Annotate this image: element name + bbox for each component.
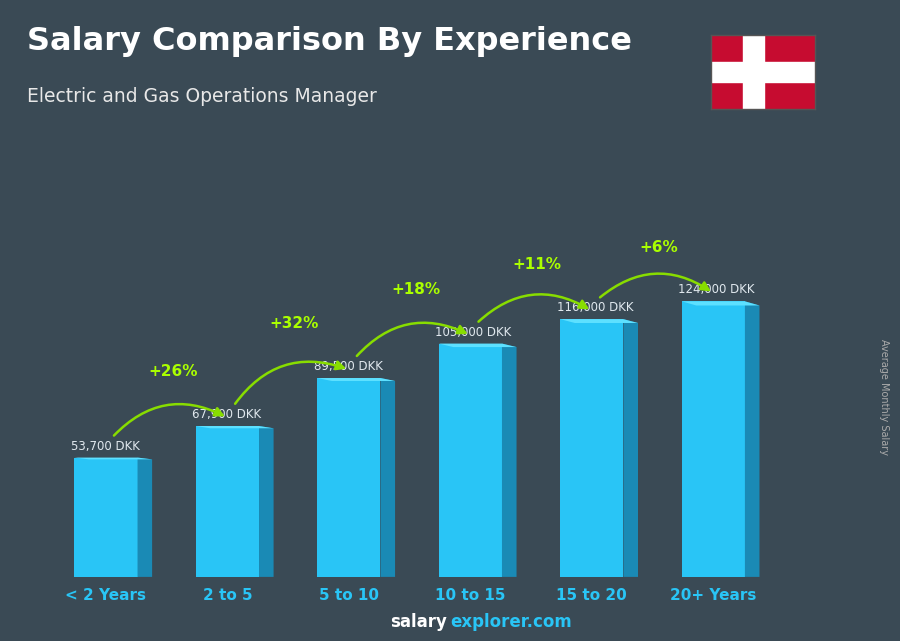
Text: 67,900 DKK: 67,900 DKK (193, 408, 261, 421)
Text: +6%: +6% (639, 240, 678, 254)
Polygon shape (561, 319, 638, 323)
Bar (196, 426, 259, 577)
Text: +18%: +18% (392, 282, 440, 297)
Polygon shape (318, 378, 395, 381)
Text: +32%: +32% (270, 317, 319, 331)
Text: 105,000 DKK: 105,000 DKK (435, 326, 511, 338)
Polygon shape (381, 378, 395, 577)
Bar (681, 301, 745, 577)
Bar (743, 35, 764, 109)
Text: 89,500 DKK: 89,500 DKK (314, 360, 382, 373)
Text: 116,000 DKK: 116,000 DKK (556, 301, 633, 314)
Text: +11%: +11% (513, 258, 562, 272)
Bar (439, 344, 502, 577)
Bar (561, 319, 624, 577)
Bar (318, 378, 381, 577)
Polygon shape (624, 319, 638, 577)
Text: 124,000 DKK: 124,000 DKK (678, 283, 754, 296)
Text: Salary Comparison By Experience: Salary Comparison By Experience (27, 26, 632, 56)
Bar (75, 458, 138, 577)
FancyArrowPatch shape (235, 362, 344, 404)
Polygon shape (439, 344, 517, 347)
Polygon shape (681, 301, 760, 306)
FancyArrowPatch shape (600, 274, 708, 297)
Polygon shape (138, 458, 152, 577)
Text: Average Monthly Salary: Average Monthly Salary (878, 340, 889, 455)
Polygon shape (196, 426, 274, 428)
Polygon shape (502, 344, 517, 577)
Polygon shape (259, 426, 274, 577)
Polygon shape (75, 458, 152, 460)
Text: explorer.com: explorer.com (450, 613, 572, 631)
FancyArrowPatch shape (114, 404, 222, 435)
Bar (711, 62, 814, 83)
Text: Electric and Gas Operations Manager: Electric and Gas Operations Manager (27, 87, 377, 106)
FancyArrowPatch shape (479, 294, 587, 322)
Polygon shape (745, 301, 760, 577)
Text: salary: salary (391, 613, 447, 631)
Text: 53,700 DKK: 53,700 DKK (71, 440, 140, 453)
FancyArrowPatch shape (356, 322, 465, 356)
Text: +26%: +26% (148, 364, 197, 379)
